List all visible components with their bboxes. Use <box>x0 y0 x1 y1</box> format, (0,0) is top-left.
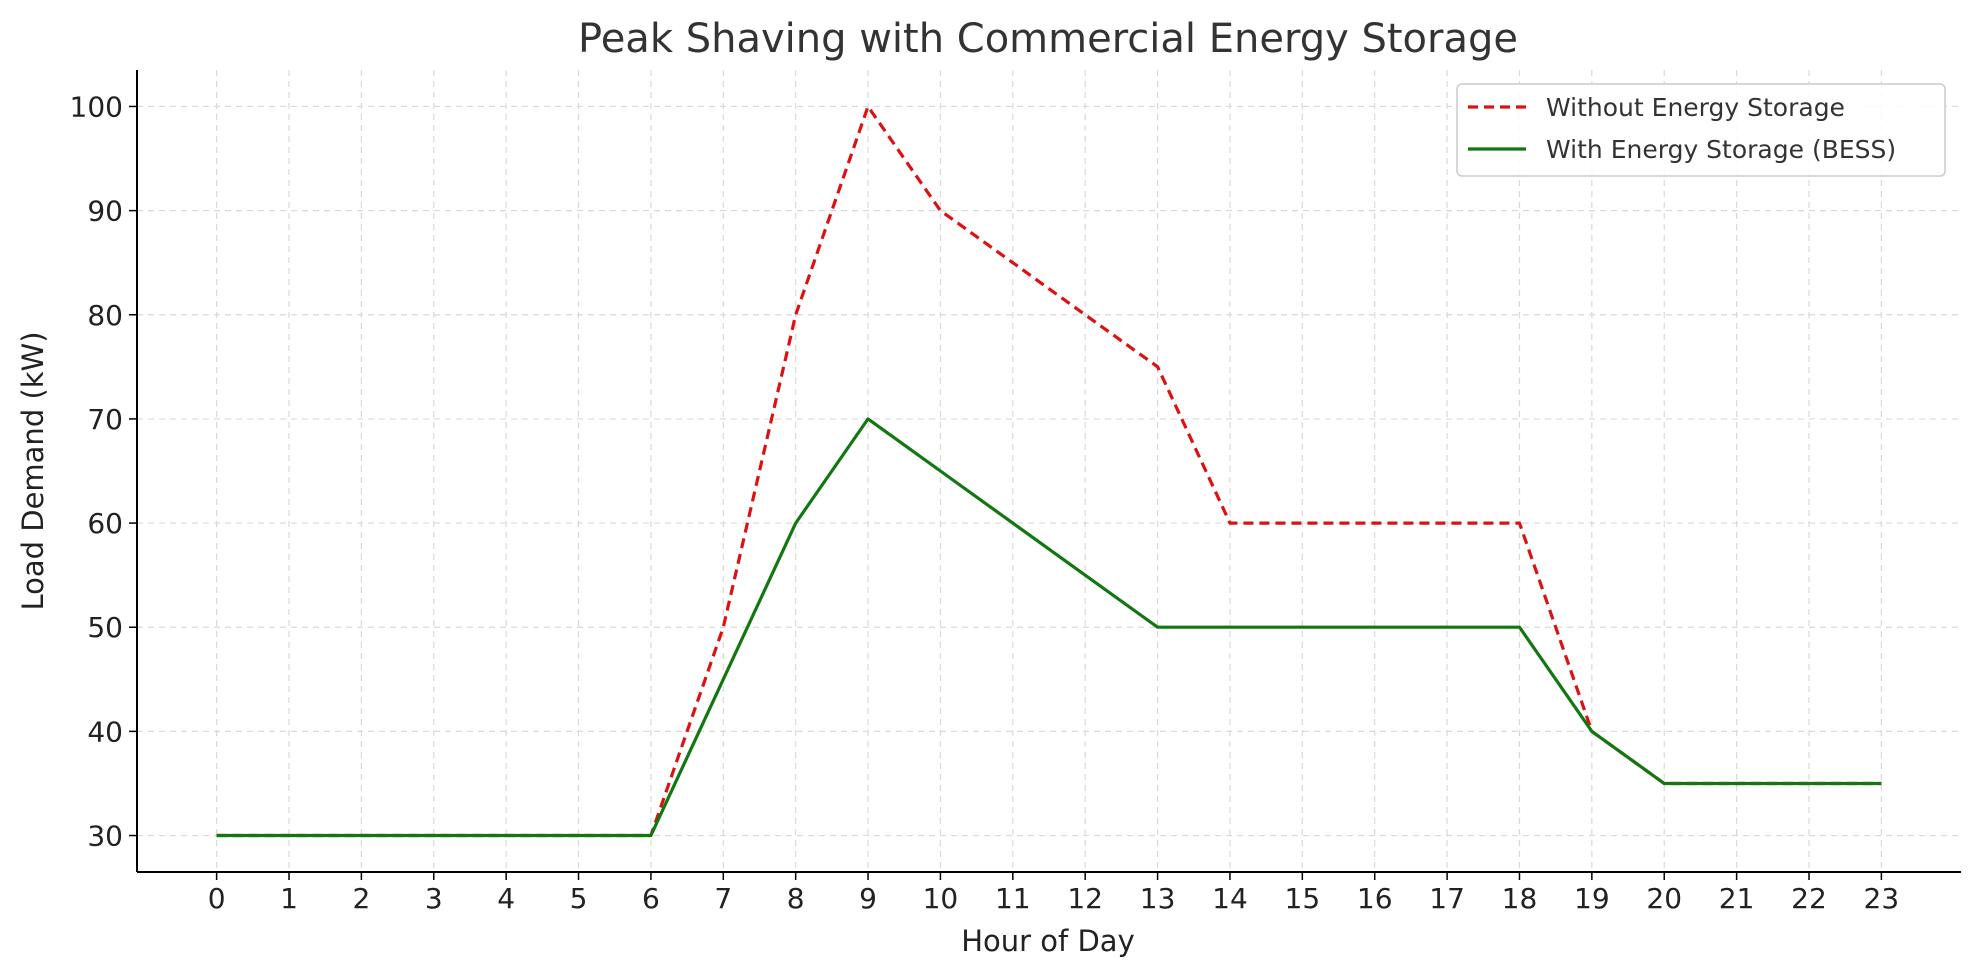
grid-lines <box>137 70 1961 872</box>
x-ticks: 0 1 2 3 4 5 6 7 8 9 10 11 12 13 14 15 16 17 18 19 20 21 22 23 <box>208 872 1899 915</box>
y-ticks: 30 40 50 60 70 80 90 100 <box>70 90 137 853</box>
x-tick-label-16: 16 <box>1357 882 1393 915</box>
y-tick-label-70: 70 <box>87 403 123 436</box>
series-line-with-storage <box>216 417 1882 838</box>
x-tick-label-15: 15 <box>1285 882 1321 915</box>
x-tick-label-1: 1 <box>280 882 298 915</box>
x-tick-label-4: 4 <box>497 882 515 915</box>
legend-label-with-storage: With Energy Storage (BESS) <box>1546 135 1896 164</box>
y-tick-label-80: 80 <box>87 299 123 332</box>
x-tick-label-10: 10 <box>923 882 959 915</box>
x-tick-label-6: 6 <box>642 882 660 915</box>
x-tick-label-21: 21 <box>1719 882 1755 915</box>
y-axis-label: Load Demand (kW) <box>16 331 50 610</box>
y-tick-label-100: 100 <box>70 90 123 123</box>
x-tick-label-9: 9 <box>859 882 877 915</box>
legend: Without Energy Storage With Energy Stora… <box>1456 83 1946 177</box>
x-tick-label-5: 5 <box>570 882 588 915</box>
y-tick-label-90: 90 <box>87 195 123 228</box>
x-tick-label-13: 13 <box>1140 882 1176 915</box>
x-tick-label-22: 22 <box>1791 882 1827 915</box>
y-tick-label-40: 40 <box>87 715 123 748</box>
y-tick-label-30: 30 <box>87 820 123 853</box>
legend-label-without-storage: Without Energy Storage <box>1546 93 1845 122</box>
x-tick-label-8: 8 <box>787 882 805 915</box>
x-tick-label-7: 7 <box>714 882 732 915</box>
y-tick-label-60: 60 <box>87 507 123 540</box>
x-tick-label-19: 19 <box>1574 882 1610 915</box>
x-tick-label-18: 18 <box>1502 882 1538 915</box>
legend-box <box>1456 83 1946 177</box>
x-tick-label-14: 14 <box>1212 882 1248 915</box>
series-line-without-storage <box>216 104 1882 838</box>
x-axis-label: Hour of Day <box>961 924 1135 958</box>
axes <box>136 70 1961 873</box>
x-tick-label-3: 3 <box>425 882 443 915</box>
x-tick-label-0: 0 <box>208 882 226 915</box>
x-tick-label-23: 23 <box>1864 882 1900 915</box>
x-tick-label-12: 12 <box>1067 882 1103 915</box>
y-tick-label-50: 50 <box>87 611 123 644</box>
chart-title: Peak Shaving with Commercial Energy Stor… <box>578 16 1518 62</box>
x-tick-label-17: 17 <box>1429 882 1465 915</box>
x-tick-label-2: 2 <box>352 882 370 915</box>
x-tick-label-20: 20 <box>1646 882 1682 915</box>
series-lines <box>216 104 1882 838</box>
x-tick-label-11: 11 <box>995 882 1031 915</box>
